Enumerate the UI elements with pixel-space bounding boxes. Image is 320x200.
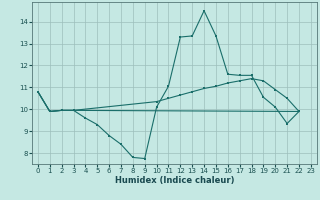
- X-axis label: Humidex (Indice chaleur): Humidex (Indice chaleur): [115, 176, 234, 185]
